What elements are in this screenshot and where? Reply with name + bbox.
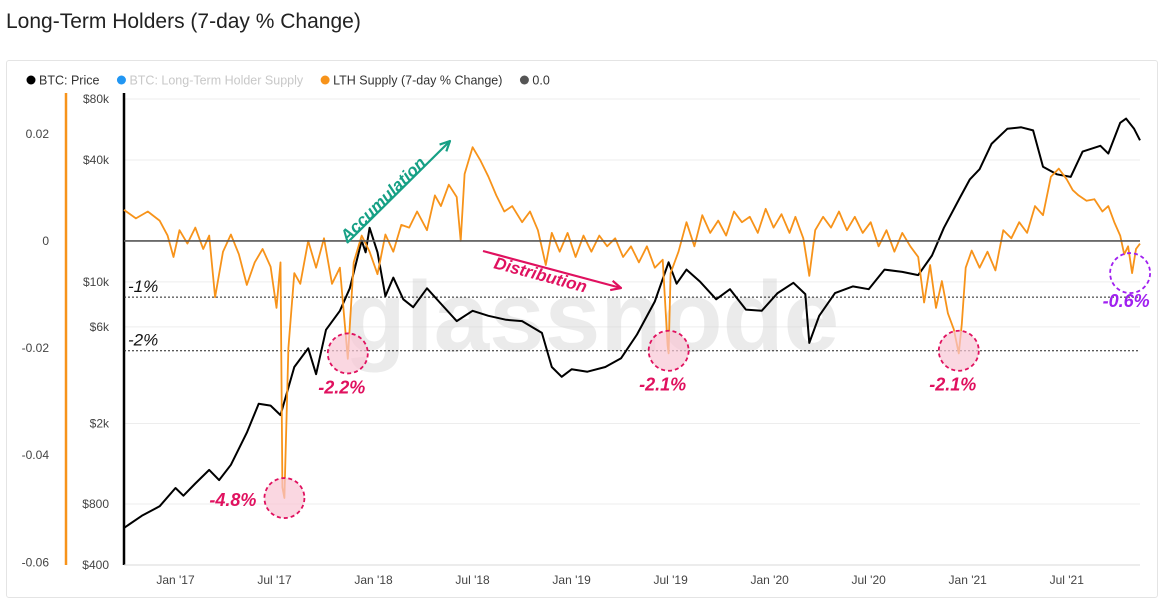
annotation-circle-3 [326,332,369,375]
price-tick-label-1: $40k [83,153,110,167]
legend-label-3: 0.0 [532,74,549,88]
reference-lines: -1% -2% [124,277,1140,352]
left-tick-label-4: -0.06 [22,555,50,569]
annotation-label-3: -2.2% [318,377,365,397]
x-tick-label-0: Jan '17 [156,573,195,587]
legend-dot-0 [26,75,36,85]
legend-label-0: BTC: Price [39,74,99,88]
distribution-arrow-head [609,279,623,292]
legend-label-1: BTC: Long-Term Holder Supply [129,74,303,88]
price-tick-label-0: $80k [83,92,110,106]
x-tick-label-4: Jan '19 [552,573,591,587]
reference-label-0: -1% [128,277,158,296]
price-tick-label-5: $800 [82,497,109,511]
x-tick-label-5: Jul '19 [653,573,688,587]
x-tick-label-8: Jan '21 [949,573,988,587]
left-tick-label-3: -0.04 [22,448,50,462]
left-tick-label-1: 0 [42,234,49,248]
x-tick-label-7: Jul '20 [852,573,887,587]
annotation-circle-2 [263,477,306,519]
reference-label-1: -2% [128,331,158,350]
chart-axes: 0.02 0 -0.02 -0.04 -0.06 $80k $40k $10k $6k $2k $8… [22,92,1140,587]
chart-panel: BTC: Price BTC: Long-Term Holder Supply LT… [6,60,1158,598]
legend-dot-2 [320,75,330,85]
legend-item-1[interactable]: BTC: Long-Term Holder Supply [116,74,304,88]
series-lines [123,117,1141,529]
annotation-label-5: -2.1% [929,375,976,395]
annotation-circle-5 [937,329,980,372]
annotation-label-2: -4.8% [209,490,256,510]
accumulation-arrow-head [439,139,452,152]
annotation-label-6: -0.6% [1103,291,1150,311]
accumulation-arrow-shaft [346,140,451,244]
price-tick-label-4: $2k [90,416,110,430]
annotation-accumulation: Accumulation [336,153,430,246]
legend-label-2: LTH Supply (7-day % Change) [333,74,502,88]
legend-item-0[interactable]: BTC: Price [26,74,100,88]
legend-dot-3 [519,75,529,85]
x-tick-label-2: Jan '18 [354,573,393,587]
x-tick-label-6: Jan '20 [750,573,789,587]
glassnode-watermark: glassnode [345,261,840,373]
x-tick-label-9: Jul '21 [1050,573,1085,587]
annotation-label-4: -2.1% [639,375,686,395]
x-tick-label-1: Jul '17 [257,573,292,587]
left-tick-label-2: -0.02 [22,341,50,355]
legend-item-3[interactable]: 0.0 [519,74,550,88]
price-tick-label-6: $400 [82,558,109,572]
distribution-arrow-shaft [482,249,622,290]
lth-change-line [123,146,1141,499]
btc-price-line [123,117,1141,529]
chart-legend: BTC: Price BTC: Long-Term Holder Supply LT… [26,74,550,88]
lth-chart[interactable]: BTC: Price BTC: Long-Term Holder Supply LT… [7,61,1157,597]
legend-item-2[interactable]: LTH Supply (7-day % Change) [320,74,503,88]
price-tick-label-2: $10k [83,275,110,289]
x-tick-label-3: Jul '18 [455,573,490,587]
left-tick-label-0: 0.02 [26,127,50,141]
annotation-circle-4 [647,329,690,372]
page-title: Long-Term Holders (7-day % Change) [6,10,361,33]
legend-dot-1 [116,75,126,85]
price-tick-label-3: $6k [90,320,110,334]
